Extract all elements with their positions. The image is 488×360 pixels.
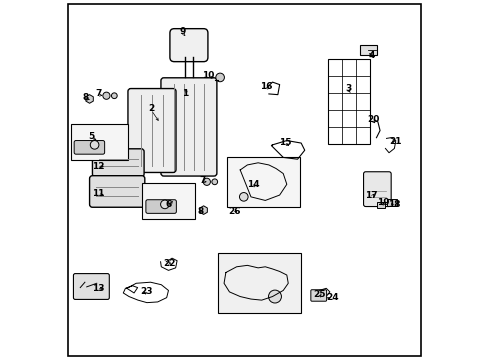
FancyBboxPatch shape xyxy=(310,290,326,301)
Ellipse shape xyxy=(90,140,99,149)
Text: 20: 20 xyxy=(366,115,379,124)
FancyBboxPatch shape xyxy=(92,149,144,177)
Text: 5: 5 xyxy=(88,132,94,141)
Bar xyxy=(359,45,376,55)
Text: 4: 4 xyxy=(368,51,374,60)
FancyBboxPatch shape xyxy=(145,200,176,213)
Text: 25: 25 xyxy=(313,290,325,299)
Text: 23: 23 xyxy=(141,287,153,296)
Text: 7: 7 xyxy=(199,176,205,185)
Text: 18: 18 xyxy=(387,200,400,209)
Text: 2: 2 xyxy=(148,104,154,113)
Text: 3: 3 xyxy=(345,84,351,93)
Text: 12: 12 xyxy=(92,162,104,171)
Ellipse shape xyxy=(203,178,210,185)
Text: 7: 7 xyxy=(95,89,101,98)
Text: 14: 14 xyxy=(246,180,259,189)
Text: 11: 11 xyxy=(92,189,104,198)
FancyBboxPatch shape xyxy=(169,29,207,62)
Text: 16: 16 xyxy=(260,82,272,91)
Ellipse shape xyxy=(215,73,224,82)
Text: 1: 1 xyxy=(182,89,188,98)
Text: 10: 10 xyxy=(202,71,214,80)
Ellipse shape xyxy=(211,179,217,185)
Ellipse shape xyxy=(102,92,110,99)
Bar xyxy=(376,202,384,208)
Text: 22: 22 xyxy=(163,259,176,268)
Text: 13: 13 xyxy=(92,284,104,293)
Bar xyxy=(227,157,299,207)
Text: 8: 8 xyxy=(197,207,203,216)
Ellipse shape xyxy=(239,193,247,201)
FancyBboxPatch shape xyxy=(363,172,390,207)
FancyBboxPatch shape xyxy=(128,89,176,172)
Text: 24: 24 xyxy=(325,293,338,302)
Text: 9: 9 xyxy=(179,27,185,36)
FancyBboxPatch shape xyxy=(161,78,217,176)
Bar xyxy=(327,59,369,144)
Text: 26: 26 xyxy=(228,207,240,216)
Ellipse shape xyxy=(111,93,117,99)
Bar xyxy=(142,183,195,220)
Bar xyxy=(217,253,300,314)
Bar xyxy=(386,199,396,206)
Text: 6: 6 xyxy=(165,200,171,209)
Bar xyxy=(70,124,128,160)
Text: 15: 15 xyxy=(279,138,291,147)
FancyBboxPatch shape xyxy=(73,274,109,300)
Text: 17: 17 xyxy=(365,190,377,199)
Text: 21: 21 xyxy=(388,137,401,146)
Text: 8: 8 xyxy=(82,93,89,102)
Ellipse shape xyxy=(268,290,281,303)
FancyBboxPatch shape xyxy=(74,140,104,154)
FancyBboxPatch shape xyxy=(89,176,144,207)
Text: 19: 19 xyxy=(377,198,389,207)
Ellipse shape xyxy=(160,200,169,209)
